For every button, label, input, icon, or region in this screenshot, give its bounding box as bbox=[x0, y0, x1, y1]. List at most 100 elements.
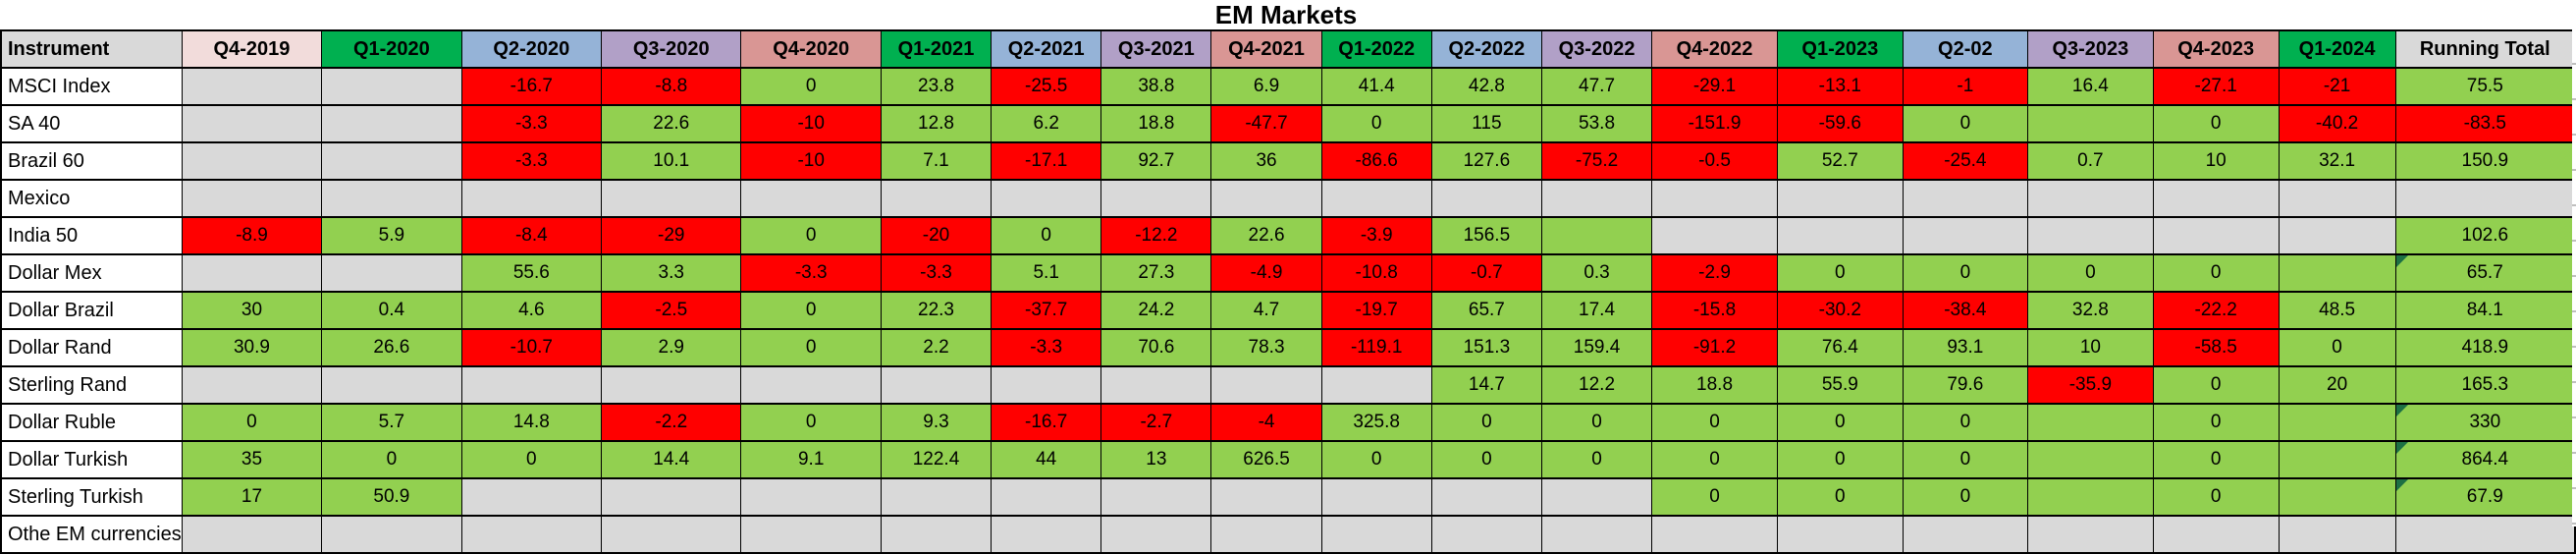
cell-sterling-rand-q3-2023[interactable]: -35.9 bbox=[2026, 365, 2154, 405]
row-label-dollar-ruble[interactable]: Dollar Ruble bbox=[0, 403, 183, 442]
cell-mexico-q1-2021[interactable] bbox=[880, 179, 993, 218]
cell-mexico-q1-2023[interactable] bbox=[1776, 179, 1904, 218]
cell-sterling-rand-q2-2022[interactable]: 14.7 bbox=[1430, 365, 1542, 405]
running-total-cell-dollar-rand[interactable]: 418.9 bbox=[2394, 328, 2576, 367]
cell-dollar-ruble-q2-2022[interactable]: 0 bbox=[1430, 403, 1542, 442]
cell-india-50-q3-2022[interactable] bbox=[1540, 216, 1653, 255]
cell-sa-40-q4-2022[interactable]: -151.9 bbox=[1651, 104, 1778, 143]
column-header-q4-2023[interactable]: Q4-2023 bbox=[2152, 29, 2280, 69]
cell-sa-40-q1-2022[interactable]: 0 bbox=[1320, 104, 1432, 143]
cell-sterling-rand-q1-2024[interactable]: 20 bbox=[2278, 365, 2396, 405]
cell-sterling-turkish-q4-2022[interactable]: 0 bbox=[1651, 477, 1778, 517]
column-header-q2-2020[interactable]: Q2-2020 bbox=[460, 29, 603, 69]
cell-brazil-60-q2-2020[interactable]: -3.3 bbox=[460, 141, 603, 181]
column-header-q1-2023[interactable]: Q1-2023 bbox=[1776, 29, 1904, 69]
cell-sa-40-q3-2023[interactable] bbox=[2026, 104, 2154, 143]
cell-india-50-q1-2022[interactable]: -3.9 bbox=[1320, 216, 1432, 255]
cell-dollar-rand-q3-2021[interactable]: 70.6 bbox=[1100, 328, 1212, 367]
cell-sa-40-q2-02[interactable]: 0 bbox=[1902, 104, 2028, 143]
cell-sterling-rand-q3-2020[interactable] bbox=[601, 365, 742, 405]
cell-mexico-q1-2022[interactable] bbox=[1320, 179, 1432, 218]
cell-dollar-turkish-q1-2021[interactable]: 122.4 bbox=[880, 440, 993, 479]
cell-othe-em-currencies-q2-2020[interactable] bbox=[460, 515, 603, 554]
cell-dollar-brazil-q4-2021[interactable]: 4.7 bbox=[1210, 291, 1322, 330]
cell-mexico-q1-2024[interactable] bbox=[2278, 179, 2396, 218]
cell-brazil-60-q1-2021[interactable]: 7.1 bbox=[880, 141, 993, 181]
cell-brazil-60-q3-2020[interactable]: 10.1 bbox=[601, 141, 742, 181]
cell-dollar-rand-q3-2023[interactable]: 10 bbox=[2026, 328, 2154, 367]
cell-india-50-q2-2020[interactable]: -8.4 bbox=[460, 216, 603, 255]
cell-sa-40-q3-2020[interactable]: 22.6 bbox=[601, 104, 742, 143]
cell-msci-index-q2-02[interactable]: -1 bbox=[1902, 67, 2028, 106]
cell-sa-40-q1-2023[interactable]: -59.6 bbox=[1776, 104, 1904, 143]
cell-dollar-rand-q3-2022[interactable]: 159.4 bbox=[1540, 328, 1653, 367]
cell-sterling-turkish-q2-2020[interactable] bbox=[460, 477, 603, 517]
cell-india-50-q2-2022[interactable]: 156.5 bbox=[1430, 216, 1542, 255]
cell-msci-index-q3-2023[interactable]: 16.4 bbox=[2026, 67, 2154, 106]
cell-dollar-brazil-q3-2023[interactable]: 32.8 bbox=[2026, 291, 2154, 330]
cell-dollar-ruble-q3-2021[interactable]: -2.7 bbox=[1100, 403, 1212, 442]
cell-india-50-q1-2024[interactable] bbox=[2278, 216, 2396, 255]
cell-dollar-brazil-q1-2023[interactable]: -30.2 bbox=[1776, 291, 1904, 330]
cell-dollar-mex-q1-2020[interactable] bbox=[321, 253, 462, 293]
cell-dollar-rand-q4-2022[interactable]: -91.2 bbox=[1651, 328, 1778, 367]
cell-dollar-mex-q1-2024[interactable] bbox=[2278, 253, 2396, 293]
cell-sa-40-q4-2021[interactable]: -47.7 bbox=[1210, 104, 1322, 143]
column-header-running-total[interactable]: Running Total bbox=[2394, 29, 2576, 69]
cell-sterling-rand-q4-2023[interactable]: 0 bbox=[2152, 365, 2280, 405]
cell-dollar-mex-q3-2021[interactable]: 27.3 bbox=[1100, 253, 1212, 293]
cell-brazil-60-q4-2020[interactable]: -10 bbox=[740, 141, 882, 181]
cell-india-50-q4-2019[interactable]: -8.9 bbox=[181, 216, 323, 255]
cell-brazil-60-q2-2022[interactable]: 127.6 bbox=[1430, 141, 1542, 181]
row-label-dollar-mex[interactable]: Dollar Mex bbox=[0, 253, 183, 293]
cell-dollar-brazil-q4-2019[interactable]: 30 bbox=[181, 291, 323, 330]
cell-dollar-rand-q1-2021[interactable]: 2.2 bbox=[880, 328, 993, 367]
cell-mexico-q4-2019[interactable] bbox=[181, 179, 323, 218]
cell-mexico-q2-2021[interactable] bbox=[991, 179, 1102, 218]
column-header-q3-2023[interactable]: Q3-2023 bbox=[2026, 29, 2154, 69]
cell-dollar-brazil-q2-02[interactable]: -38.4 bbox=[1902, 291, 2028, 330]
cell-sterling-turkish-q3-2021[interactable] bbox=[1100, 477, 1212, 517]
cell-sterling-turkish-q1-2020[interactable]: 50.9 bbox=[321, 477, 462, 517]
cell-msci-index-q1-2020[interactable] bbox=[321, 67, 462, 106]
cell-dollar-rand-q2-02[interactable]: 93.1 bbox=[1902, 328, 2028, 367]
cell-msci-index-q4-2023[interactable]: -27.1 bbox=[2152, 67, 2280, 106]
cell-dollar-rand-q1-2023[interactable]: 76.4 bbox=[1776, 328, 1904, 367]
running-total-cell-sterling-turkish[interactable]: 67.9 bbox=[2394, 477, 2576, 517]
cell-dollar-ruble-q4-2019[interactable]: 0 bbox=[181, 403, 323, 442]
row-label-mexico[interactable]: Mexico bbox=[0, 179, 183, 218]
cell-brazil-60-q4-2019[interactable] bbox=[181, 141, 323, 181]
cell-brazil-60-q4-2021[interactable]: 36 bbox=[1210, 141, 1322, 181]
cell-msci-index-q2-2021[interactable]: -25.5 bbox=[991, 67, 1102, 106]
cell-sterling-turkish-q1-2022[interactable] bbox=[1320, 477, 1432, 517]
cell-mexico-q2-2022[interactable] bbox=[1430, 179, 1542, 218]
cell-mexico-q2-2020[interactable] bbox=[460, 179, 603, 218]
cell-sterling-turkish-q2-2021[interactable] bbox=[991, 477, 1102, 517]
cell-mexico-q4-2022[interactable] bbox=[1651, 179, 1778, 218]
cell-dollar-mex-q2-2022[interactable]: -0.7 bbox=[1430, 253, 1542, 293]
cell-india-50-q3-2023[interactable] bbox=[2026, 216, 2154, 255]
running-total-cell-dollar-ruble[interactable]: 330 bbox=[2394, 403, 2576, 442]
cell-sa-40-q4-2020[interactable]: -10 bbox=[740, 104, 882, 143]
row-label-othe-em-currencies[interactable]: Othe EM currencies bbox=[0, 515, 183, 554]
cell-sterling-turkish-q4-2021[interactable] bbox=[1210, 477, 1322, 517]
cell-dollar-turkish-q2-2022[interactable]: 0 bbox=[1430, 440, 1542, 479]
running-total-cell-othe-em-currencies[interactable] bbox=[2394, 515, 2576, 554]
cell-dollar-mex-q3-2022[interactable]: 0.3 bbox=[1540, 253, 1653, 293]
cell-dollar-brazil-q2-2020[interactable]: 4.6 bbox=[460, 291, 603, 330]
cell-dollar-brazil-q4-2020[interactable]: 0 bbox=[740, 291, 882, 330]
cell-dollar-turkish-q1-2024[interactable] bbox=[2278, 440, 2396, 479]
cell-brazil-60-q2-2021[interactable]: -17.1 bbox=[991, 141, 1102, 181]
cell-othe-em-currencies-q1-2020[interactable] bbox=[321, 515, 462, 554]
cell-mexico-q2-02[interactable] bbox=[1902, 179, 2028, 218]
column-header-q4-2022[interactable]: Q4-2022 bbox=[1651, 29, 1778, 69]
cell-dollar-turkish-q4-2019[interactable]: 35 bbox=[181, 440, 323, 479]
cell-mexico-q3-2023[interactable] bbox=[2026, 179, 2154, 218]
cell-sterling-rand-q3-2021[interactable] bbox=[1100, 365, 1212, 405]
cell-dollar-ruble-q4-2022[interactable]: 0 bbox=[1651, 403, 1778, 442]
cell-dollar-rand-q2-2020[interactable]: -10.7 bbox=[460, 328, 603, 367]
cell-sterling-turkish-q1-2023[interactable]: 0 bbox=[1776, 477, 1904, 517]
row-label-sa-40[interactable]: SA 40 bbox=[0, 104, 183, 143]
cell-dollar-turkish-q4-2022[interactable]: 0 bbox=[1651, 440, 1778, 479]
cell-dollar-mex-q4-2023[interactable]: 0 bbox=[2152, 253, 2280, 293]
